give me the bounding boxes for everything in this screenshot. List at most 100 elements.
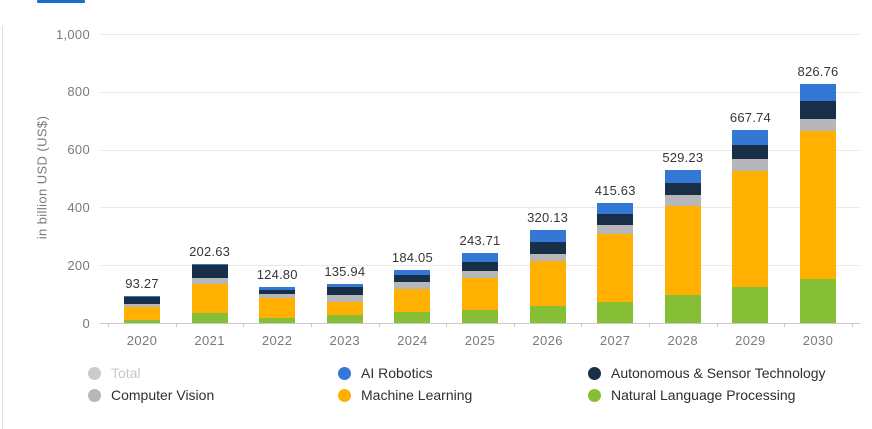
bar-2030-segment-computer-vision[interactable]: [800, 119, 836, 131]
x-category-label-2023: 2023: [329, 333, 361, 348]
x-category-label-2022: 2022: [261, 333, 293, 348]
bar-2026[interactable]: [529, 230, 566, 323]
bar-2025-segment-natural-language-processing[interactable]: [462, 309, 498, 323]
legend-item-computer-vision[interactable]: Computer Vision: [88, 387, 214, 403]
bar-2023-segment-natural-language-processing[interactable]: [326, 314, 363, 323]
y-tick-label-400: 400: [67, 199, 90, 215]
bar-2030-segment-ai-robotics[interactable]: [800, 84, 836, 101]
bar-2029-segment-autonomous-and-sensor-technology[interactable]: [732, 145, 769, 160]
bar-2030-segment-machine-learning[interactable]: [800, 130, 836, 280]
bar-2029-segment-natural-language-processing[interactable]: [732, 286, 769, 323]
bar-2023-segment-computer-vision[interactable]: [326, 294, 363, 303]
bar-2020-segment-natural-language-processing[interactable]: [124, 319, 160, 323]
bar-2028-segment-natural-language-processing[interactable]: [664, 295, 701, 323]
bar-2024-segment-computer-vision[interactable]: [394, 282, 431, 290]
bar-2026-segment-autonomous-and-sensor-technology[interactable]: [529, 241, 566, 255]
bar-2026-segment-machine-learning[interactable]: [529, 260, 566, 306]
bar-2027-segment-ai-robotics[interactable]: [597, 202, 634, 214]
bar-2026-segment-computer-vision[interactable]: [529, 254, 566, 261]
bar-total-label-2024: 184.05: [391, 249, 433, 265]
bar-total-label-2030: 826.76: [797, 64, 839, 80]
bar-2028-segment-computer-vision[interactable]: [664, 194, 701, 207]
bar-2020-segment-computer-vision[interactable]: [124, 304, 160, 308]
x-axis-tick: [243, 323, 245, 327]
bar-2022-segment-autonomous-and-sensor-technology[interactable]: [259, 289, 296, 295]
bar-2025-segment-computer-vision[interactable]: [462, 270, 498, 279]
bar-2020-segment-autonomous-and-sensor-technology[interactable]: [124, 297, 160, 305]
bar-2029-segment-machine-learning[interactable]: [732, 171, 769, 287]
chart-legend: Total Computer Vision AI Robotics Machine L…: [0, 360, 872, 408]
bar-2020[interactable]: [124, 296, 160, 323]
bar-2025-segment-machine-learning[interactable]: [462, 278, 498, 310]
bar-2021-segment-computer-vision[interactable]: [191, 278, 228, 285]
x-category-label-2029: 2029: [735, 333, 766, 348]
bar-2030-segment-natural-language-processing[interactable]: [800, 279, 836, 323]
bar-2025-segment-autonomous-and-sensor-technology[interactable]: [462, 261, 498, 271]
bar-2023-segment-machine-learning[interactable]: [326, 302, 363, 315]
x-category-label-2027: 2027: [599, 333, 631, 348]
bar-2025-segment-ai-robotics[interactable]: [462, 252, 498, 262]
bar-2027-segment-computer-vision[interactable]: [597, 225, 634, 234]
bar-2027[interactable]: [597, 202, 634, 323]
bar-2023-segment-autonomous-and-sensor-technology[interactable]: [326, 287, 363, 295]
bar-2022-segment-natural-language-processing[interactable]: [259, 318, 296, 323]
x-axis-tick: [649, 323, 650, 327]
legend-label-ai-robotics: AI Robotics: [361, 365, 433, 381]
bar-total-label-2021: 202.63: [189, 244, 231, 260]
bar-2022-segment-computer-vision[interactable]: [259, 294, 296, 299]
bar-2021-segment-ai-robotics[interactable]: [191, 264, 228, 266]
bar-2029-segment-computer-vision[interactable]: [732, 159, 769, 172]
bar-2030-segment-autonomous-and-sensor-technology[interactable]: [800, 100, 836, 120]
active-tab-indicator[interactable]: [37, 0, 85, 3]
bar-total-label-2020: 93.27: [125, 276, 159, 292]
legend-item-autonomous-and-sensor-technology[interactable]: Autonomous & Sensor Technology: [588, 365, 826, 381]
bar-2022-segment-ai-robotics[interactable]: [259, 286, 296, 290]
legend-dot-computer-vision: [88, 388, 101, 402]
bar-2029[interactable]: [732, 130, 769, 323]
bar-2021-segment-natural-language-processing[interactable]: [191, 313, 228, 323]
y-gridline-800: [100, 91, 860, 93]
bar-2028-segment-machine-learning[interactable]: [664, 206, 701, 296]
x-axis-tick: [108, 323, 110, 327]
bar-2022-segment-machine-learning[interactable]: [259, 298, 296, 319]
bar-2024[interactable]: [394, 269, 431, 323]
x-category-label-2025: 2025: [464, 333, 496, 348]
bar-2024-segment-natural-language-processing[interactable]: [394, 312, 431, 323]
bar-2025[interactable]: [462, 252, 498, 323]
bar-2023[interactable]: [326, 283, 363, 323]
x-category-label-2020: 2020: [126, 333, 158, 348]
bar-2030[interactable]: [800, 84, 836, 323]
bar-2029-segment-ai-robotics[interactable]: [732, 130, 769, 146]
bar-2021-segment-autonomous-and-sensor-technology[interactable]: [191, 265, 228, 279]
x-axis-tick: [784, 323, 786, 327]
bar-2024-segment-machine-learning[interactable]: [394, 289, 431, 313]
legend-dot-ai-robotics: [338, 366, 351, 380]
legend-item-natural-language-processing[interactable]: Natural Language Processing: [588, 387, 795, 403]
bar-2021-segment-machine-learning[interactable]: [191, 284, 228, 314]
x-axis-tick: [513, 323, 515, 327]
bar-2023-segment-ai-robotics[interactable]: [326, 283, 363, 288]
y-gridline-600: [100, 149, 860, 151]
bar-total-label-2023: 135.94: [324, 263, 366, 279]
bar-2028-segment-autonomous-and-sensor-technology[interactable]: [664, 182, 701, 195]
bar-2020-segment-ai-robotics[interactable]: [124, 296, 160, 298]
bar-2022[interactable]: [259, 286, 296, 323]
bar-2024-segment-autonomous-and-sensor-technology[interactable]: [394, 274, 431, 283]
bar-2024-segment-ai-robotics[interactable]: [394, 269, 431, 275]
bar-2027-segment-autonomous-and-sensor-technology[interactable]: [597, 213, 634, 226]
bar-2027-segment-machine-learning[interactable]: [597, 233, 634, 302]
x-category-label-2026: 2026: [532, 333, 563, 348]
bar-2028-segment-ai-robotics[interactable]: [664, 170, 701, 183]
legend-item-ai-robotics[interactable]: AI Robotics: [338, 365, 433, 381]
legend-item-total[interactable]: Total: [88, 365, 141, 381]
bar-2028[interactable]: [664, 170, 701, 323]
y-gridline-1000: [100, 34, 860, 35]
bar-2026-segment-ai-robotics[interactable]: [529, 230, 566, 242]
bar-2027-segment-natural-language-processing[interactable]: [597, 301, 634, 323]
bar-2021[interactable]: [191, 264, 228, 323]
legend-dot-machine-learning: [338, 388, 351, 402]
legend-dot-autonomous-and-sensor-technology: [588, 366, 601, 380]
legend-item-machine-learning[interactable]: Machine Learning: [338, 387, 472, 403]
bar-2020-segment-machine-learning[interactable]: [124, 307, 160, 320]
bar-2026-segment-natural-language-processing[interactable]: [529, 305, 566, 323]
